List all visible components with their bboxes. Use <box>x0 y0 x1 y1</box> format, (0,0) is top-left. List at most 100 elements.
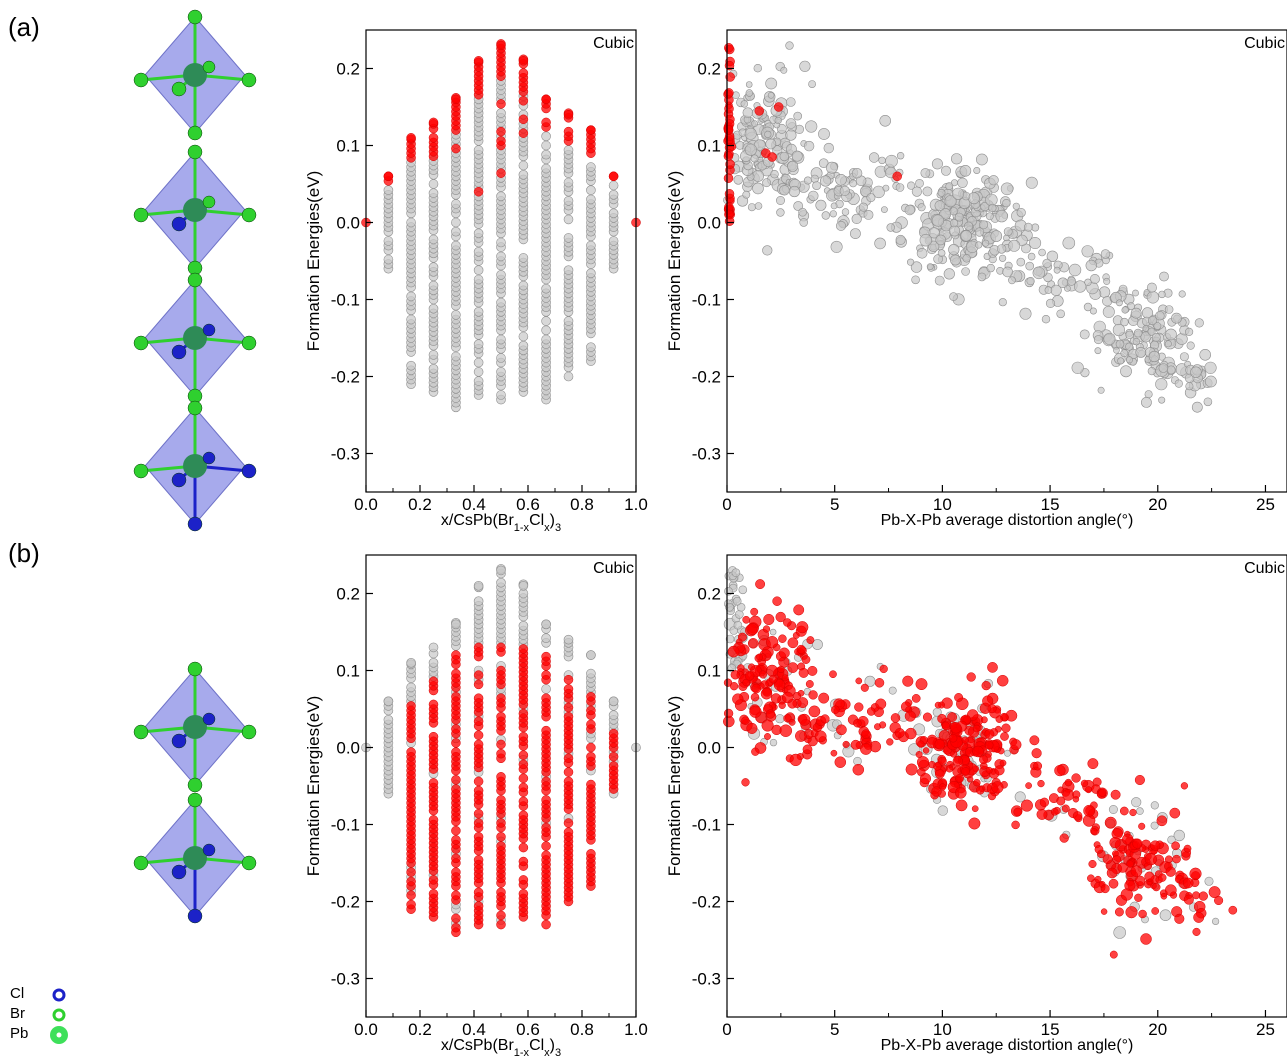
x-tick-label: 10 <box>933 495 952 514</box>
data-point-gray <box>1165 328 1177 341</box>
data-point-red <box>985 766 993 774</box>
data-point-red <box>1183 844 1192 853</box>
data-point-gray <box>1142 325 1150 332</box>
data-point-red <box>541 795 551 805</box>
br-atom <box>171 81 187 97</box>
data-point-gray <box>473 228 484 239</box>
data-point-red <box>496 919 506 930</box>
data-point-red <box>473 716 484 727</box>
data-point-gray <box>1132 289 1139 297</box>
data-point-gray <box>973 167 981 175</box>
data-point-gray <box>785 129 797 141</box>
data-point-gray <box>1003 749 1011 757</box>
data-point-red <box>496 136 506 146</box>
br-atom <box>241 724 257 740</box>
data-point-gray <box>885 154 898 168</box>
data-point-red <box>428 699 439 710</box>
data-point-gray <box>998 298 1007 307</box>
data-point-red <box>518 810 529 821</box>
data-point-red <box>473 642 484 653</box>
data-point-gray <box>738 585 748 595</box>
data-point-gray <box>541 325 551 336</box>
data-point-gray <box>774 116 782 125</box>
data-point-gray <box>812 181 821 190</box>
data-point-red <box>781 691 794 704</box>
br-atom <box>187 777 203 793</box>
cl-atom <box>241 463 257 479</box>
data-point-gray <box>808 80 816 88</box>
cubic-annotation: Cubic <box>593 560 634 577</box>
data-point-red <box>1158 873 1167 882</box>
data-point-red <box>608 751 619 762</box>
data-point-red <box>473 855 484 865</box>
data-point-gray <box>888 686 897 695</box>
data-point-gray <box>563 265 574 276</box>
y-tick-label: 0.2 <box>336 60 360 79</box>
data-point-red <box>767 152 777 162</box>
data-point-gray <box>451 619 461 630</box>
data-point-red <box>473 693 484 703</box>
data-point-gray <box>1148 350 1160 363</box>
data-point-red <box>1102 854 1113 865</box>
data-point-red <box>1140 933 1152 945</box>
data-point-red <box>428 676 439 687</box>
data-point-gray <box>1158 363 1169 373</box>
data-point-gray <box>383 254 394 265</box>
cl-atom <box>187 516 203 532</box>
data-point-gray <box>776 208 785 217</box>
data-point-gray <box>1003 227 1013 236</box>
data-point-gray <box>1130 307 1142 319</box>
data-point-gray <box>428 179 439 189</box>
data-point-gray <box>949 292 958 301</box>
data-point-gray <box>977 272 987 282</box>
data-point-gray <box>823 142 834 154</box>
data-point-red <box>541 850 551 861</box>
data-point-red <box>518 773 529 784</box>
data-point-gray <box>608 190 619 200</box>
data-point-gray <box>1094 347 1102 355</box>
data-point-red <box>496 693 506 703</box>
data-point-red <box>1110 789 1121 800</box>
data-point-red <box>772 596 782 606</box>
data-point-red <box>724 88 734 98</box>
data-point-gray <box>793 201 804 211</box>
data-point-gray <box>934 275 945 286</box>
data-point-gray <box>731 568 741 578</box>
data-point-gray <box>819 175 832 187</box>
cl-atom <box>171 864 187 880</box>
data-point-red <box>563 702 574 713</box>
data-point-gray <box>785 118 797 129</box>
legend-pb: Pb <box>10 1024 80 1044</box>
data-point-red <box>749 705 762 718</box>
data-point-red <box>1112 855 1122 864</box>
data-point-red <box>473 56 484 66</box>
data-point-red <box>473 808 484 819</box>
data-point-red <box>922 712 933 722</box>
data-point-gray <box>383 185 394 195</box>
data-point-gray <box>754 202 763 210</box>
data-point-gray <box>753 63 762 73</box>
x-axis-label: Pb-X-Pb average distortion angle(°) <box>881 1037 1134 1054</box>
data-point-red <box>1228 905 1238 915</box>
data-point-gray <box>1008 239 1021 252</box>
br-atom <box>187 400 203 416</box>
data-point-gray <box>803 140 815 152</box>
data-point-red <box>496 910 506 921</box>
y-tick-label: -0.2 <box>331 893 360 912</box>
data-point-red <box>1174 913 1185 924</box>
data-point-gray <box>518 160 529 171</box>
data-point-red <box>1031 748 1042 759</box>
x-axis-label: x/CsPb(Br1-xClx)3 <box>441 1037 561 1056</box>
data-point-red <box>1025 782 1032 789</box>
data-point-gray <box>1067 276 1077 286</box>
data-point-gray <box>808 190 819 202</box>
data-point-gray <box>736 602 746 612</box>
x-tick-label: 0.8 <box>570 495 594 514</box>
data-point-red <box>586 719 596 730</box>
data-point-red <box>451 890 461 901</box>
data-point-gray <box>849 179 857 188</box>
data-point-red <box>1189 867 1202 880</box>
data-point-gray <box>1026 277 1035 286</box>
data-point-red <box>496 642 506 653</box>
data-point-red <box>915 751 923 758</box>
